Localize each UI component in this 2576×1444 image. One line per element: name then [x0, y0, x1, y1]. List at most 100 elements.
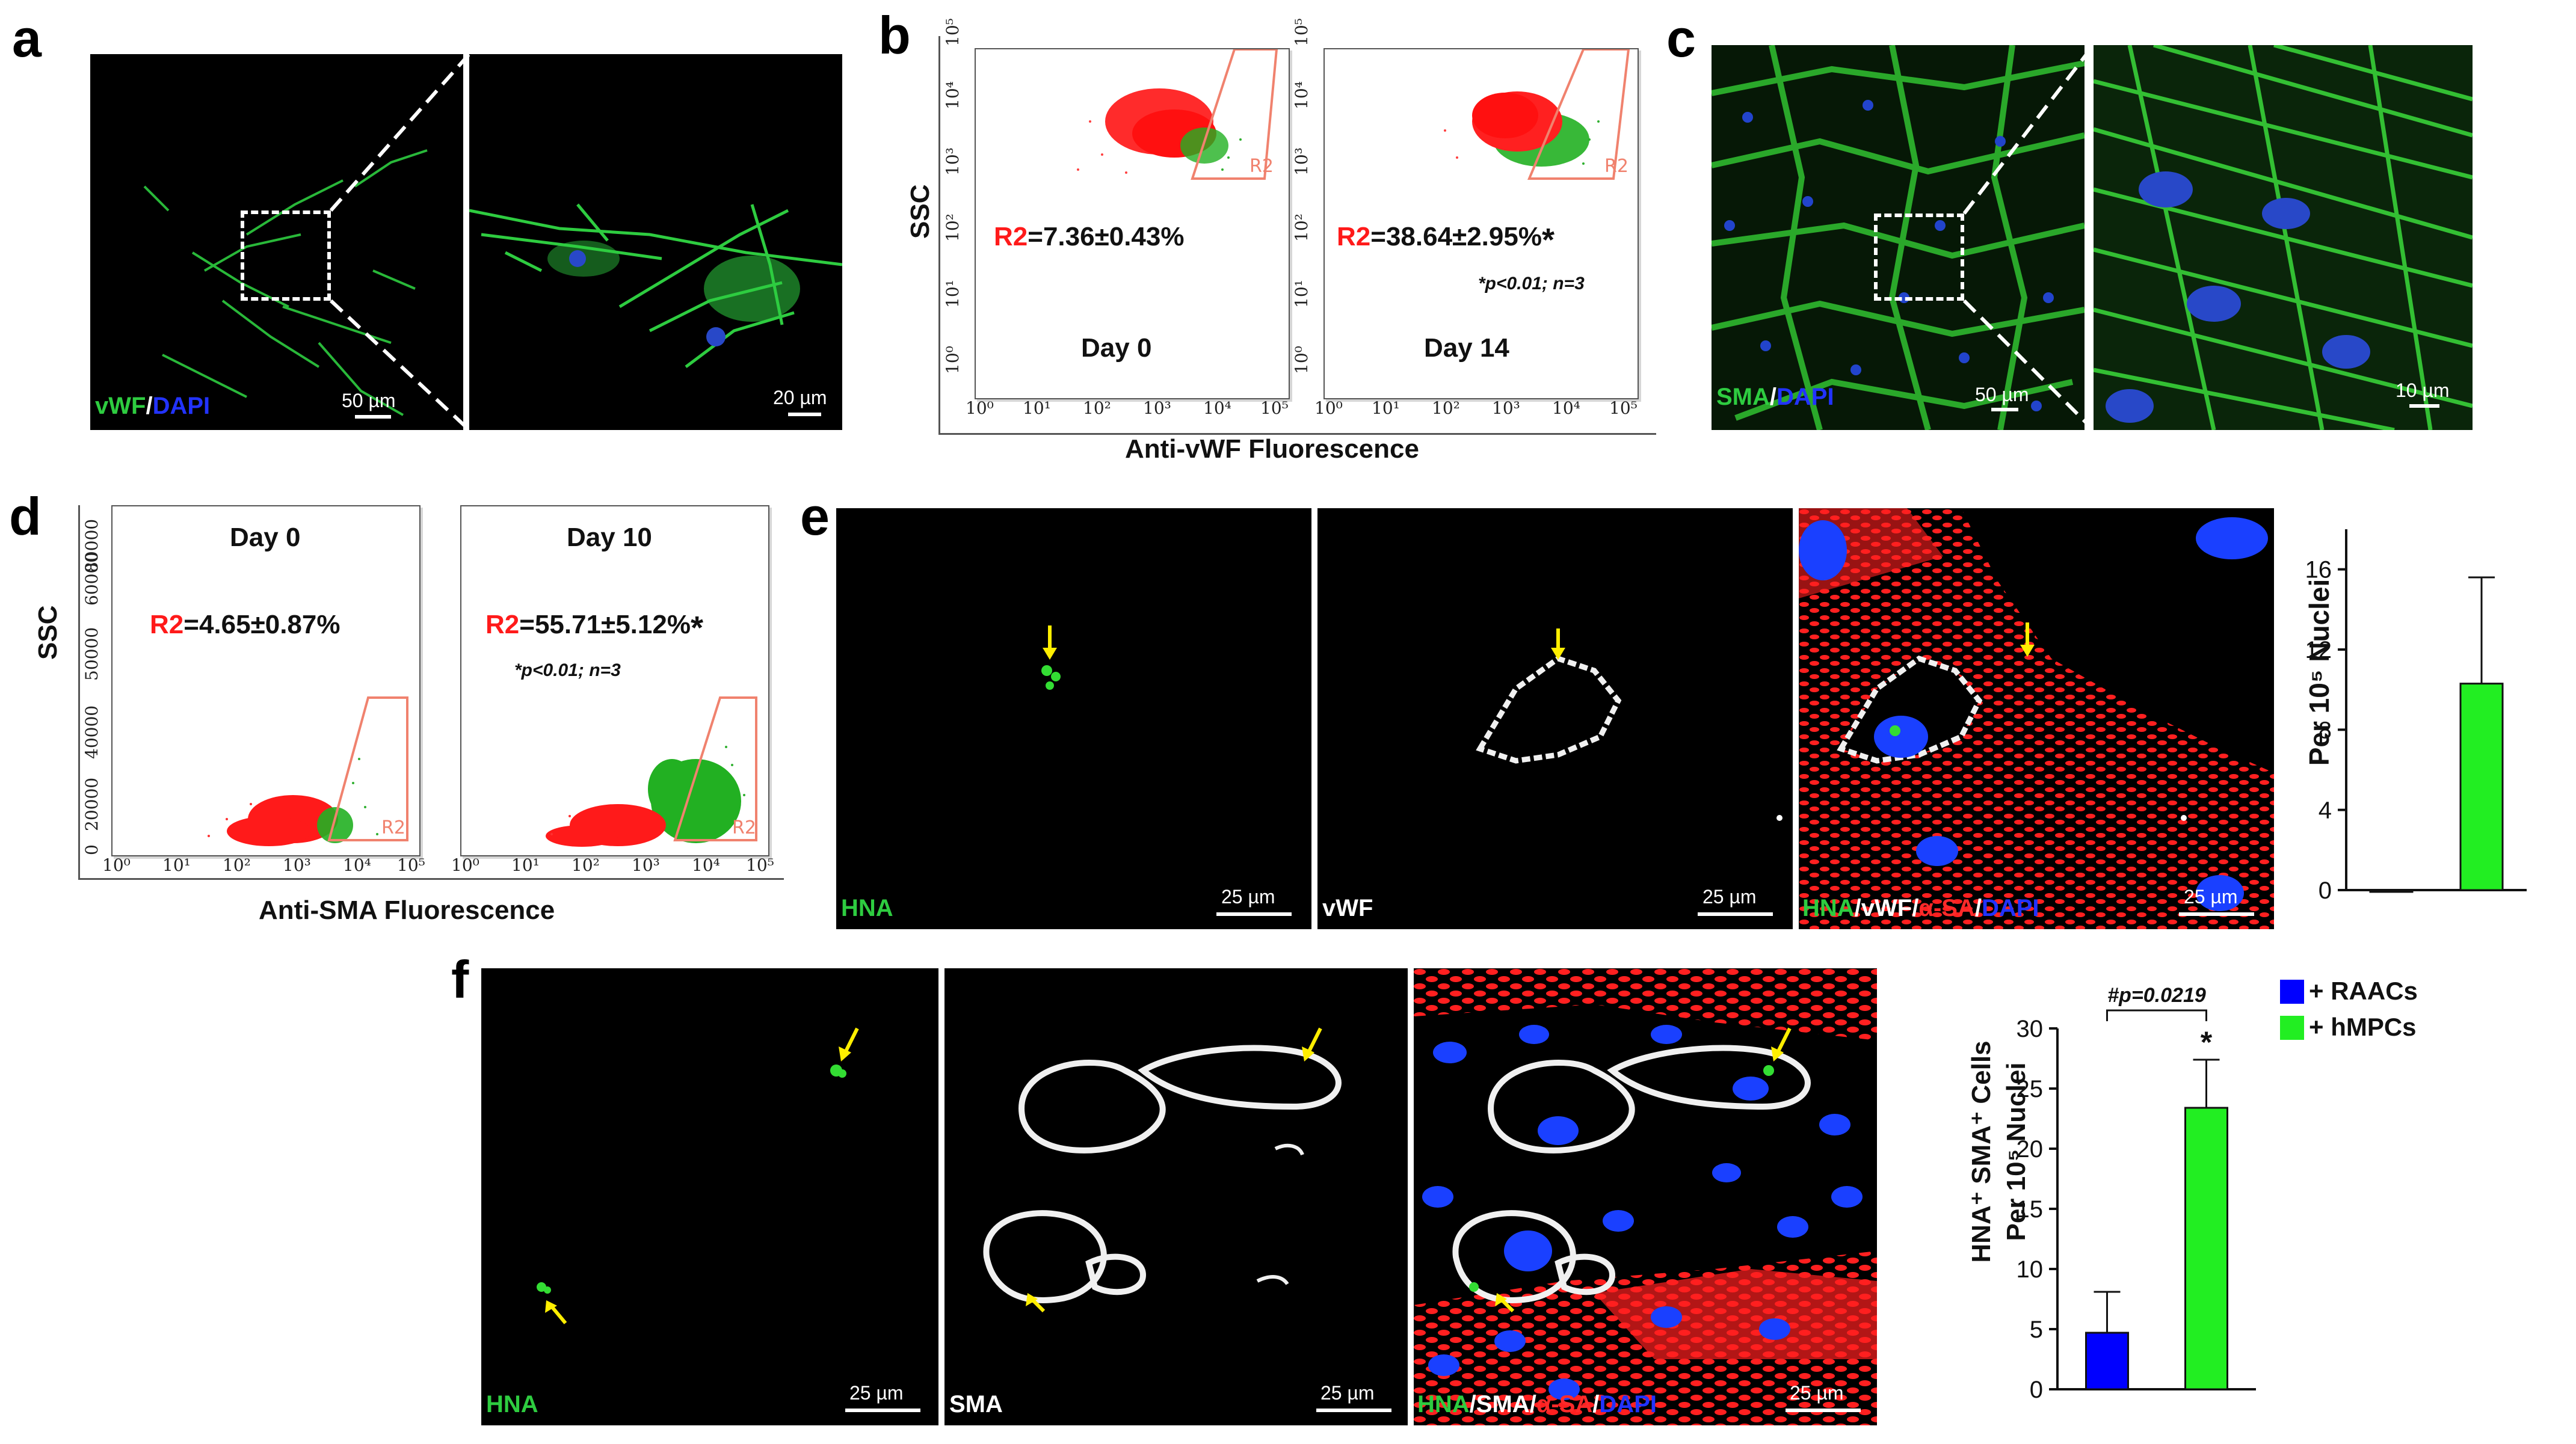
x-axis-title: Anti-vWF Fluorescence	[1125, 434, 1419, 464]
flow-scatter	[208, 696, 408, 846]
scale-bar	[2179, 912, 2254, 916]
stain-label: HNA	[841, 895, 893, 921]
y-tick: 10¹	[943, 280, 963, 308]
x-tick: 10¹	[1372, 398, 1400, 418]
scale-bar	[1786, 1409, 1861, 1412]
y-tick-label: 8	[2319, 717, 2332, 743]
y-tick-label: 12	[2305, 637, 2332, 663]
y-tick: 10²	[943, 214, 963, 242]
y-tick: 10⁴	[943, 81, 963, 109]
scale-bar	[788, 413, 821, 416]
gate-label: R2	[381, 817, 405, 838]
bar-chart-e: 0 4 8 12 16	[2305, 529, 2527, 904]
y-tick: 20000	[82, 777, 102, 831]
x-tick: 10⁵	[397, 855, 425, 875]
flow-scatter	[1444, 48, 1630, 180]
y-axis-title: SSC	[905, 184, 935, 239]
y-tick: 80000	[82, 518, 102, 573]
scale-label: 50 µm	[1975, 384, 2029, 405]
scale-label: 25 µm	[1702, 886, 1757, 908]
scale-bar	[1216, 912, 1292, 916]
x-tick: 10⁵	[1260, 398, 1289, 418]
y-tick: 10³	[943, 147, 963, 176]
y-tick-label: 25	[2017, 1076, 2044, 1102]
scale-label: 25 µm	[1790, 1382, 1844, 1404]
arrow-icon	[1302, 1027, 1322, 1061]
legend-swatch	[2280, 980, 2304, 1004]
legend-label: + hMPCs	[2309, 1013, 2417, 1041]
y-tick: 10⁵	[1292, 18, 1311, 46]
arrow-icon	[2020, 622, 2035, 657]
y-tick: 10²	[1292, 214, 1311, 242]
panel-letter-a: a	[12, 8, 42, 68]
scale-bar	[1698, 912, 1773, 916]
x-tick: 10¹	[162, 855, 191, 875]
panel-letter-b: b	[878, 5, 911, 65]
zoom-connector-lines	[329, 53, 471, 432]
bar	[2184, 1107, 2228, 1390]
y-tick: 40000	[82, 705, 102, 759]
x-tick: 10³	[283, 855, 311, 875]
zoom-dash-lines	[469, 54, 842, 430]
arrow-icon	[1771, 1027, 1792, 1061]
x-tick: 10²	[1083, 398, 1111, 418]
vwf-cell-fibers	[143, 149, 428, 416]
gate-label: R2	[732, 817, 756, 838]
arrow-icon	[839, 1027, 859, 1061]
scale-bar	[1316, 1409, 1391, 1412]
significance-bracket	[2106, 1009, 2207, 1021]
x-tick: 10⁴	[1552, 398, 1580, 418]
scale-bar	[1991, 408, 2018, 411]
y-tick-label: 5	[2030, 1316, 2043, 1343]
flow-axes-b	[938, 36, 1656, 435]
zoom-box	[1874, 214, 1964, 301]
x-tick: 10⁴	[692, 855, 720, 875]
y-tick-label: 15	[2017, 1196, 2044, 1223]
arrow-icon	[1495, 1293, 1515, 1313]
micrograph-e-vwf: vWF 25 µm	[1317, 508, 1793, 929]
micrograph-vwf-zoom: 20 µm	[469, 54, 842, 430]
y-tick: 10³	[1292, 147, 1311, 176]
stain-label: SMA	[949, 1391, 1003, 1418]
x-tick: 10⁴	[1203, 398, 1231, 418]
x-tick: 10¹	[511, 855, 540, 875]
merge-tissue	[1799, 508, 2274, 929]
flow-plot-day0: R2 Day 0 R2=4.65±0.87% 0 20000 40000 500…	[82, 505, 421, 856]
sma-cell-network	[1712, 45, 2085, 430]
micrograph-f-merge: HNA/SMA/α-SA/DAPI 25 µm	[1414, 968, 1877, 1425]
merge-tissue	[1414, 968, 1877, 1425]
scale-label: 25 µm	[1320, 1382, 1375, 1404]
sma-vessels	[983, 1027, 1342, 1313]
x-tick: 10³	[1492, 398, 1520, 418]
vwf-vessel	[1476, 628, 1783, 821]
r2-value: R2=7.36±0.43%	[994, 222, 1185, 251]
x-tick: 10⁰	[1314, 398, 1343, 418]
bar	[2369, 889, 2414, 893]
legend-swatch	[2280, 1016, 2304, 1040]
y-tick: 50000	[82, 627, 102, 681]
micrograph-f-sma: SMA 25 µm	[944, 968, 1408, 1425]
stat-note: *p<0.01; n=3	[1478, 274, 1585, 293]
y-tick-label: 4	[2319, 797, 2332, 824]
r2-value: R2=55.71±5.12%*	[485, 610, 703, 646]
legend-label: + RAACs	[2309, 977, 2418, 1005]
x-tick: 10⁵	[1609, 398, 1638, 418]
arrow-icon	[1026, 1293, 1046, 1313]
y-tick-label: 0	[2030, 1377, 2043, 1403]
p-value-label: #p=0.0219	[2107, 984, 2206, 1007]
day-label: Day 0	[230, 523, 301, 552]
zoom-box	[241, 210, 331, 301]
flow-plot-day0: R2 R2=7.36±0.43% Day 0 10⁴ 10³ 10² 10¹ 1…	[943, 18, 1290, 399]
stain-label: HNA/SMA/α-SA/DAPI	[1417, 1391, 1657, 1418]
x-tick: 10⁵	[746, 855, 774, 875]
arrow-icon	[1551, 628, 1565, 660]
micrograph-e-merge: HNA/vWF/α-SA/DAPI 25 µm	[1799, 508, 2274, 929]
stat-note: *p<0.01; n=3	[514, 660, 621, 680]
y-tick: 10¹	[1292, 280, 1311, 308]
scale-label: 25 µm	[849, 1382, 904, 1404]
x-tick: 10²	[223, 855, 251, 875]
x-tick: 10³	[1143, 398, 1171, 418]
day-label: Day 10	[567, 523, 652, 552]
r2-value: R2=38.64±2.95%*	[1337, 222, 1555, 258]
x-tick: 10²	[1432, 398, 1460, 418]
